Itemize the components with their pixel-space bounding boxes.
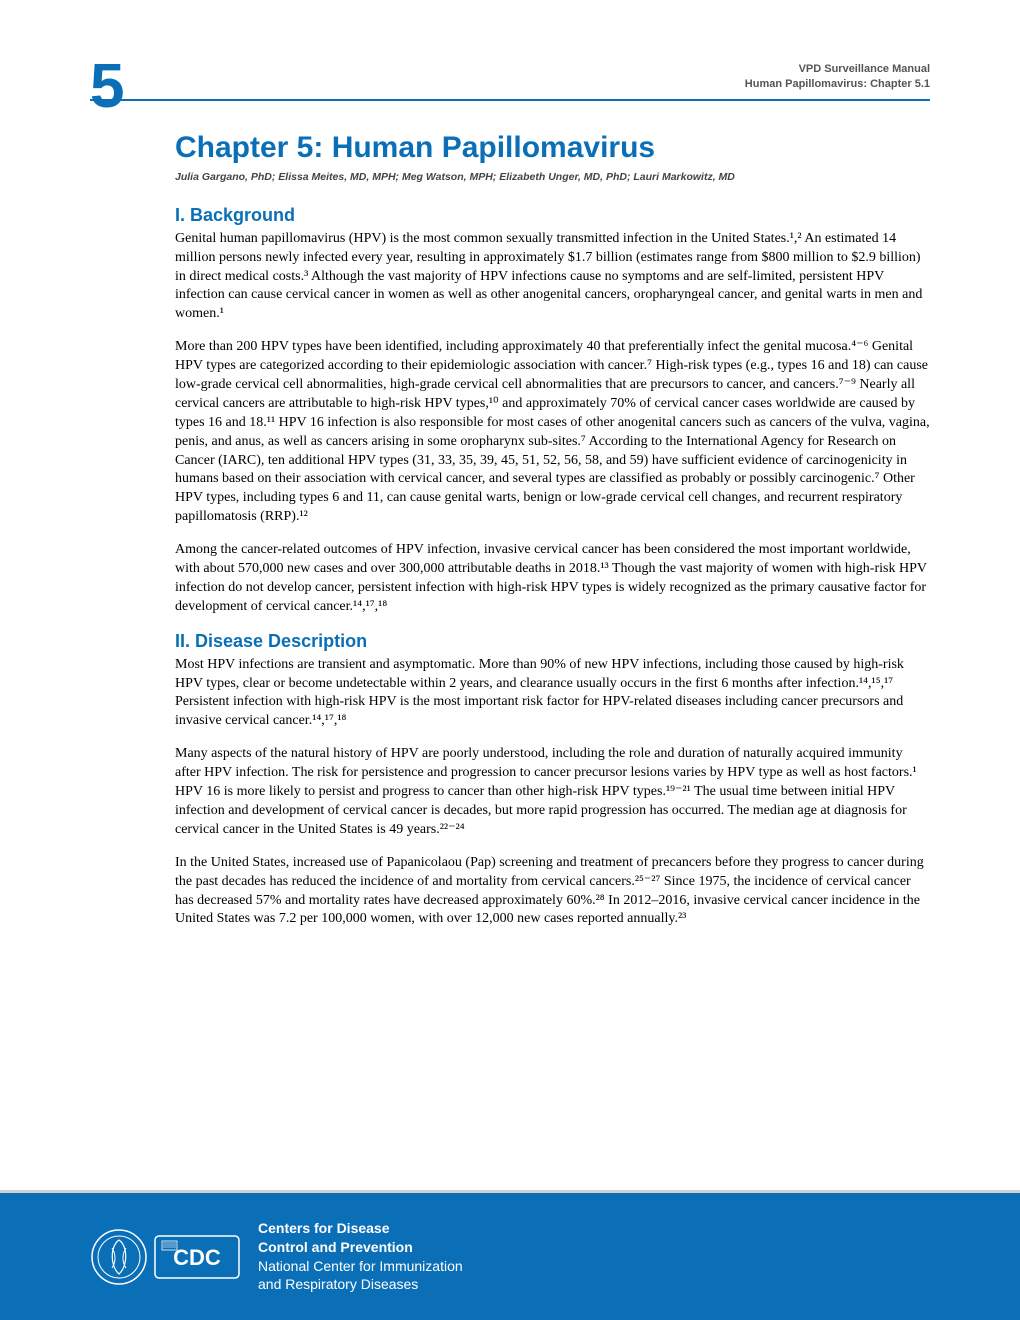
footer-line2: Control and Prevention — [258, 1239, 413, 1255]
section-2-p2: Many aspects of the natural history of H… — [175, 745, 930, 839]
cdc-logo: CDC — [90, 1228, 240, 1286]
footer-line3: National Center for Immunization — [258, 1258, 463, 1274]
page-header: 5 VPD Surveillance Manual Human Papillom… — [0, 0, 1020, 101]
section-1-p3: Among the cancer-related outcomes of HPV… — [175, 541, 930, 617]
cdc-wordmark-icon: CDC — [154, 1235, 240, 1279]
footer-line1: Centers for Disease — [258, 1220, 390, 1236]
chapter-number: 5 — [90, 56, 124, 118]
authors: Julia Gargano, PhD; Elissa Meites, MD, M… — [175, 171, 930, 183]
section-2-p3: In the United States, increased use of P… — [175, 854, 930, 930]
footer-org-text: Centers for Disease Control and Preventi… — [258, 1219, 463, 1295]
cdc-label: CDC — [173, 1245, 221, 1270]
section-1-heading: I. Background — [175, 205, 930, 226]
page-footer: CDC Centers for Disease Control and Prev… — [0, 1190, 1020, 1320]
section-2-p1: Most HPV infections are transient and as… — [175, 656, 930, 732]
section-1-p2: More than 200 HPV types have been identi… — [175, 338, 930, 527]
footer-line4: and Respiratory Diseases — [258, 1276, 418, 1292]
section-1-p1: Genital human papillomavirus (HPV) is th… — [175, 230, 930, 324]
section-2-heading: II. Disease Description — [175, 631, 930, 652]
header-rule — [90, 99, 930, 101]
header-meta: VPD Surveillance Manual Human Papillomav… — [90, 62, 930, 93]
manual-title: VPD Surveillance Manual — [90, 62, 930, 77]
main-content: Chapter 5: Human Papillomavirus Julia Ga… — [0, 101, 1020, 930]
chapter-title: Chapter 5: Human Papillomavirus — [175, 131, 930, 165]
hhs-seal-icon — [90, 1228, 148, 1286]
chapter-ref: Human Papillomavirus: Chapter 5.1 — [90, 77, 930, 92]
